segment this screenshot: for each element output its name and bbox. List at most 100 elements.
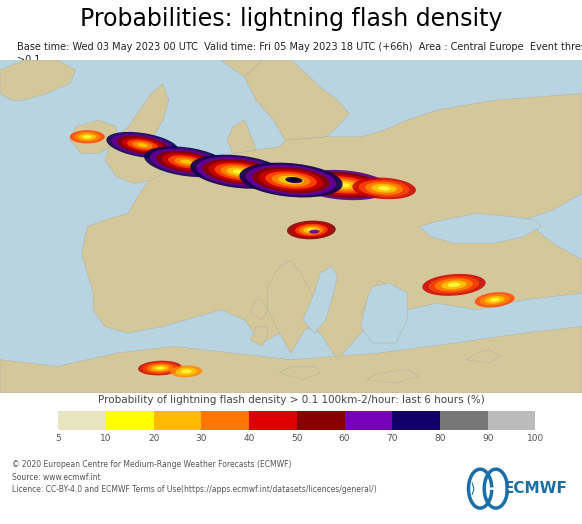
Ellipse shape: [151, 365, 169, 371]
Ellipse shape: [174, 157, 198, 166]
Ellipse shape: [359, 180, 410, 197]
Ellipse shape: [138, 361, 182, 375]
Ellipse shape: [295, 224, 328, 236]
Ellipse shape: [168, 155, 204, 168]
Ellipse shape: [310, 174, 377, 196]
Ellipse shape: [132, 141, 153, 149]
Polygon shape: [70, 120, 116, 154]
Ellipse shape: [307, 228, 315, 232]
Ellipse shape: [221, 166, 257, 178]
Ellipse shape: [147, 364, 173, 373]
Ellipse shape: [143, 362, 178, 374]
Bar: [106, 411, 154, 430]
Bar: [392, 411, 440, 430]
Ellipse shape: [435, 278, 473, 291]
Ellipse shape: [144, 146, 229, 177]
Ellipse shape: [309, 230, 320, 234]
Ellipse shape: [127, 139, 158, 151]
Polygon shape: [227, 120, 256, 154]
Ellipse shape: [428, 276, 480, 293]
Ellipse shape: [448, 282, 460, 287]
Ellipse shape: [117, 136, 168, 155]
Bar: [58, 411, 106, 430]
Bar: [154, 411, 201, 430]
Polygon shape: [361, 283, 407, 343]
Ellipse shape: [175, 367, 197, 375]
Ellipse shape: [285, 178, 297, 182]
Bar: [440, 411, 488, 430]
Ellipse shape: [214, 163, 263, 180]
Ellipse shape: [233, 170, 244, 174]
Ellipse shape: [180, 159, 192, 164]
Ellipse shape: [485, 296, 505, 304]
Text: ⟨⟩: ⟨⟩: [466, 482, 477, 496]
Ellipse shape: [170, 365, 203, 377]
Ellipse shape: [137, 143, 148, 147]
Ellipse shape: [365, 182, 403, 195]
Ellipse shape: [330, 181, 357, 189]
Text: Probabilities: lightning flash density: Probabilities: lightning flash density: [80, 7, 502, 31]
Ellipse shape: [303, 227, 320, 233]
Bar: [249, 411, 297, 430]
Ellipse shape: [112, 134, 173, 157]
Text: 40: 40: [243, 434, 255, 443]
Polygon shape: [279, 366, 320, 380]
Ellipse shape: [290, 178, 298, 182]
Ellipse shape: [337, 183, 350, 187]
Text: © 2020 European Centre for Medium-Range Weather Forecasts (ECMWF)
Source: www.ec: © 2020 European Centre for Medium-Range …: [12, 460, 377, 494]
Text: 100: 100: [527, 434, 544, 443]
Ellipse shape: [155, 367, 165, 369]
Text: Probability of lightning flash density > 0.1 100km-2/hour: last 6 hours (%): Probability of lightning flash density >…: [98, 396, 484, 406]
Text: Base time: Wed 03 May 2023 00 UTC  Valid time: Fri 05 May 2023 18 UTC (+66h)  Ar: Base time: Wed 03 May 2023 00 UTC Valid …: [17, 42, 582, 52]
Ellipse shape: [239, 162, 343, 198]
Polygon shape: [105, 83, 169, 183]
Ellipse shape: [74, 132, 100, 142]
Ellipse shape: [423, 274, 485, 296]
Ellipse shape: [70, 130, 105, 144]
Ellipse shape: [190, 155, 287, 189]
Polygon shape: [221, 60, 262, 77]
Ellipse shape: [203, 159, 275, 184]
Text: 10: 10: [100, 434, 112, 443]
Ellipse shape: [475, 292, 514, 308]
Ellipse shape: [162, 153, 210, 170]
Ellipse shape: [317, 177, 370, 194]
Polygon shape: [367, 370, 419, 383]
Ellipse shape: [107, 132, 179, 158]
Ellipse shape: [304, 172, 383, 198]
Ellipse shape: [83, 135, 91, 138]
Ellipse shape: [352, 178, 416, 199]
Polygon shape: [268, 260, 314, 353]
Ellipse shape: [156, 151, 217, 173]
Polygon shape: [250, 326, 268, 346]
Text: 20: 20: [148, 434, 159, 443]
Polygon shape: [250, 300, 268, 320]
Ellipse shape: [371, 184, 397, 193]
Ellipse shape: [272, 173, 310, 187]
Ellipse shape: [259, 169, 323, 191]
Ellipse shape: [378, 186, 391, 191]
Polygon shape: [466, 350, 501, 363]
Ellipse shape: [181, 369, 191, 374]
Text: 5: 5: [55, 434, 61, 443]
Polygon shape: [0, 60, 76, 100]
Bar: [297, 411, 345, 430]
Ellipse shape: [299, 225, 324, 235]
Polygon shape: [361, 280, 396, 333]
Ellipse shape: [196, 157, 281, 187]
Bar: [345, 411, 392, 430]
Text: 60: 60: [339, 434, 350, 443]
Ellipse shape: [489, 298, 500, 302]
Polygon shape: [419, 213, 541, 243]
Text: 30: 30: [196, 434, 207, 443]
Ellipse shape: [278, 176, 304, 184]
Polygon shape: [244, 60, 349, 140]
Text: >0.1: >0.1: [17, 56, 41, 66]
Ellipse shape: [122, 138, 164, 152]
Ellipse shape: [291, 222, 332, 238]
Text: ECMWF: ECMWF: [503, 481, 567, 496]
Text: 80: 80: [434, 434, 446, 443]
Polygon shape: [81, 93, 582, 359]
Text: 90: 90: [482, 434, 494, 443]
Text: 50: 50: [291, 434, 303, 443]
